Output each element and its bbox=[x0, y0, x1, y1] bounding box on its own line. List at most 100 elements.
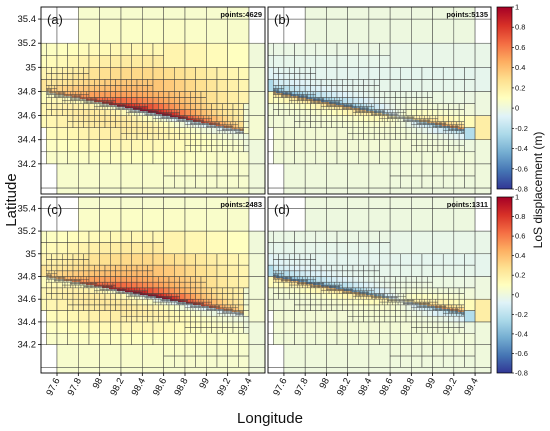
quadtree-cell bbox=[441, 307, 444, 310]
quadtree-cell bbox=[46, 281, 52, 289]
quadtree-cell bbox=[412, 118, 415, 121]
quadtree-cell bbox=[283, 344, 306, 368]
quadtree-cell bbox=[358, 290, 360, 293]
quadtree-cell bbox=[395, 109, 399, 113]
quadtree-cell bbox=[108, 103, 111, 106]
quadtree-cell bbox=[116, 289, 119, 291]
quadtree-cell bbox=[278, 276, 281, 279]
quadtree-cell bbox=[453, 310, 456, 313]
quadtree-cell bbox=[46, 274, 48, 277]
quadtree-cell bbox=[419, 118, 421, 121]
quadtree-cell bbox=[196, 119, 199, 122]
quadtree-cell bbox=[115, 97, 122, 104]
quadtree-cell bbox=[334, 97, 338, 101]
quadtree-cell bbox=[54, 277, 56, 280]
quadtree-cell bbox=[448, 124, 451, 127]
quadtree-cell bbox=[79, 97, 82, 100]
quadtree-cell bbox=[297, 283, 299, 286]
quadtree-cell bbox=[407, 118, 409, 121]
quadtree-cell bbox=[451, 313, 455, 317]
quadtree-cell bbox=[299, 73, 306, 80]
quadtree-cell bbox=[184, 310, 191, 317]
quadtree-cell bbox=[184, 42, 207, 68]
quadtree-cell bbox=[48, 270, 52, 274]
quadtree-cell bbox=[411, 7, 433, 20]
quadtree-cell bbox=[288, 103, 295, 110]
quadtree-cell bbox=[331, 284, 334, 287]
quadtree-cell bbox=[326, 286, 328, 289]
quadtree-cell bbox=[413, 118, 416, 121]
quadtree-cell bbox=[90, 100, 92, 103]
quadtree-cell bbox=[411, 139, 417, 146]
quadtree-cell bbox=[299, 91, 303, 95]
quadtree-cell bbox=[448, 311, 451, 314]
quadtree-cell bbox=[411, 91, 417, 98]
quadtree-cell bbox=[336, 42, 348, 56]
quadtree-cell bbox=[371, 106, 375, 110]
quadtree-cell bbox=[232, 109, 239, 116]
quadtree-cell bbox=[232, 298, 239, 306]
quadtree-cell bbox=[310, 73, 317, 80]
quadtree-cell bbox=[395, 118, 399, 122]
quadtree-cell bbox=[67, 109, 74, 116]
quadtree-cell bbox=[230, 128, 232, 131]
quadtree-cell bbox=[200, 301, 203, 304]
quadtree-cell bbox=[168, 293, 172, 297]
quadtree-cell bbox=[227, 130, 231, 134]
quadtree-cell bbox=[297, 284, 301, 289]
quadtree-cell bbox=[277, 91, 279, 94]
quadtree-cell bbox=[283, 259, 290, 266]
quadtree-cell bbox=[391, 112, 393, 115]
quadtree-cell bbox=[142, 112, 146, 116]
quadtree-cell bbox=[310, 276, 314, 280]
quadtree-cell bbox=[304, 293, 311, 300]
quadtree-cell bbox=[451, 130, 455, 134]
quadtree-cell bbox=[310, 284, 312, 287]
quadtree-cell bbox=[331, 121, 338, 128]
quadtree-cell bbox=[106, 103, 108, 106]
quadtree-cell bbox=[222, 304, 226, 308]
quadtree-cell bbox=[135, 107, 138, 110]
quadtree-cell bbox=[99, 163, 122, 189]
quadtree-cell bbox=[312, 101, 315, 104]
quadtree-cell bbox=[224, 124, 227, 127]
quadtree-cell bbox=[150, 297, 152, 300]
quadtree-cell bbox=[88, 115, 95, 122]
quadtree-cell bbox=[464, 321, 476, 334]
quadtree-cell bbox=[304, 283, 307, 286]
quadtree-cell bbox=[336, 139, 348, 153]
quadtree-cell bbox=[366, 103, 370, 107]
quadtree-cell bbox=[432, 115, 436, 119]
quadtree-cell bbox=[194, 119, 196, 122]
quadtree-cell bbox=[413, 299, 417, 303]
quadtree-cell bbox=[222, 298, 228, 306]
quadtree-cell bbox=[385, 112, 388, 115]
quadtree-cell bbox=[443, 125, 445, 128]
quadtree-cell bbox=[327, 100, 330, 103]
quadtree-cell bbox=[184, 355, 196, 368]
quadtree-cell bbox=[315, 139, 327, 153]
quadtree-cell bbox=[415, 301, 417, 304]
quadtree-cell bbox=[416, 109, 423, 116]
quadtree-cell bbox=[110, 104, 112, 107]
quadtree-cell bbox=[143, 293, 146, 296]
quadtree-cell bbox=[136, 127, 143, 134]
quadtree-cell bbox=[200, 293, 207, 300]
quadtree-cell bbox=[146, 294, 148, 297]
quadtree-cell bbox=[51, 85, 55, 89]
quadtree-cell bbox=[395, 103, 401, 110]
y-tick-label: 34.4 bbox=[18, 317, 37, 328]
quadtree-cell bbox=[214, 124, 216, 127]
quadtree-cell bbox=[304, 279, 307, 281]
quadtree-cell bbox=[234, 127, 236, 130]
quadtree-cell bbox=[421, 355, 433, 368]
quadtree-cell bbox=[275, 91, 278, 94]
quadtree-cell bbox=[474, 42, 491, 68]
quadtree-cell bbox=[355, 287, 359, 291]
quadtree-cell bbox=[238, 67, 250, 80]
quadtree-cell bbox=[138, 291, 140, 294]
quadtree-cell bbox=[139, 112, 143, 116]
quadtree-cell bbox=[389, 139, 401, 153]
quadtree-cell bbox=[400, 264, 412, 277]
quadtree-cell bbox=[319, 98, 322, 101]
